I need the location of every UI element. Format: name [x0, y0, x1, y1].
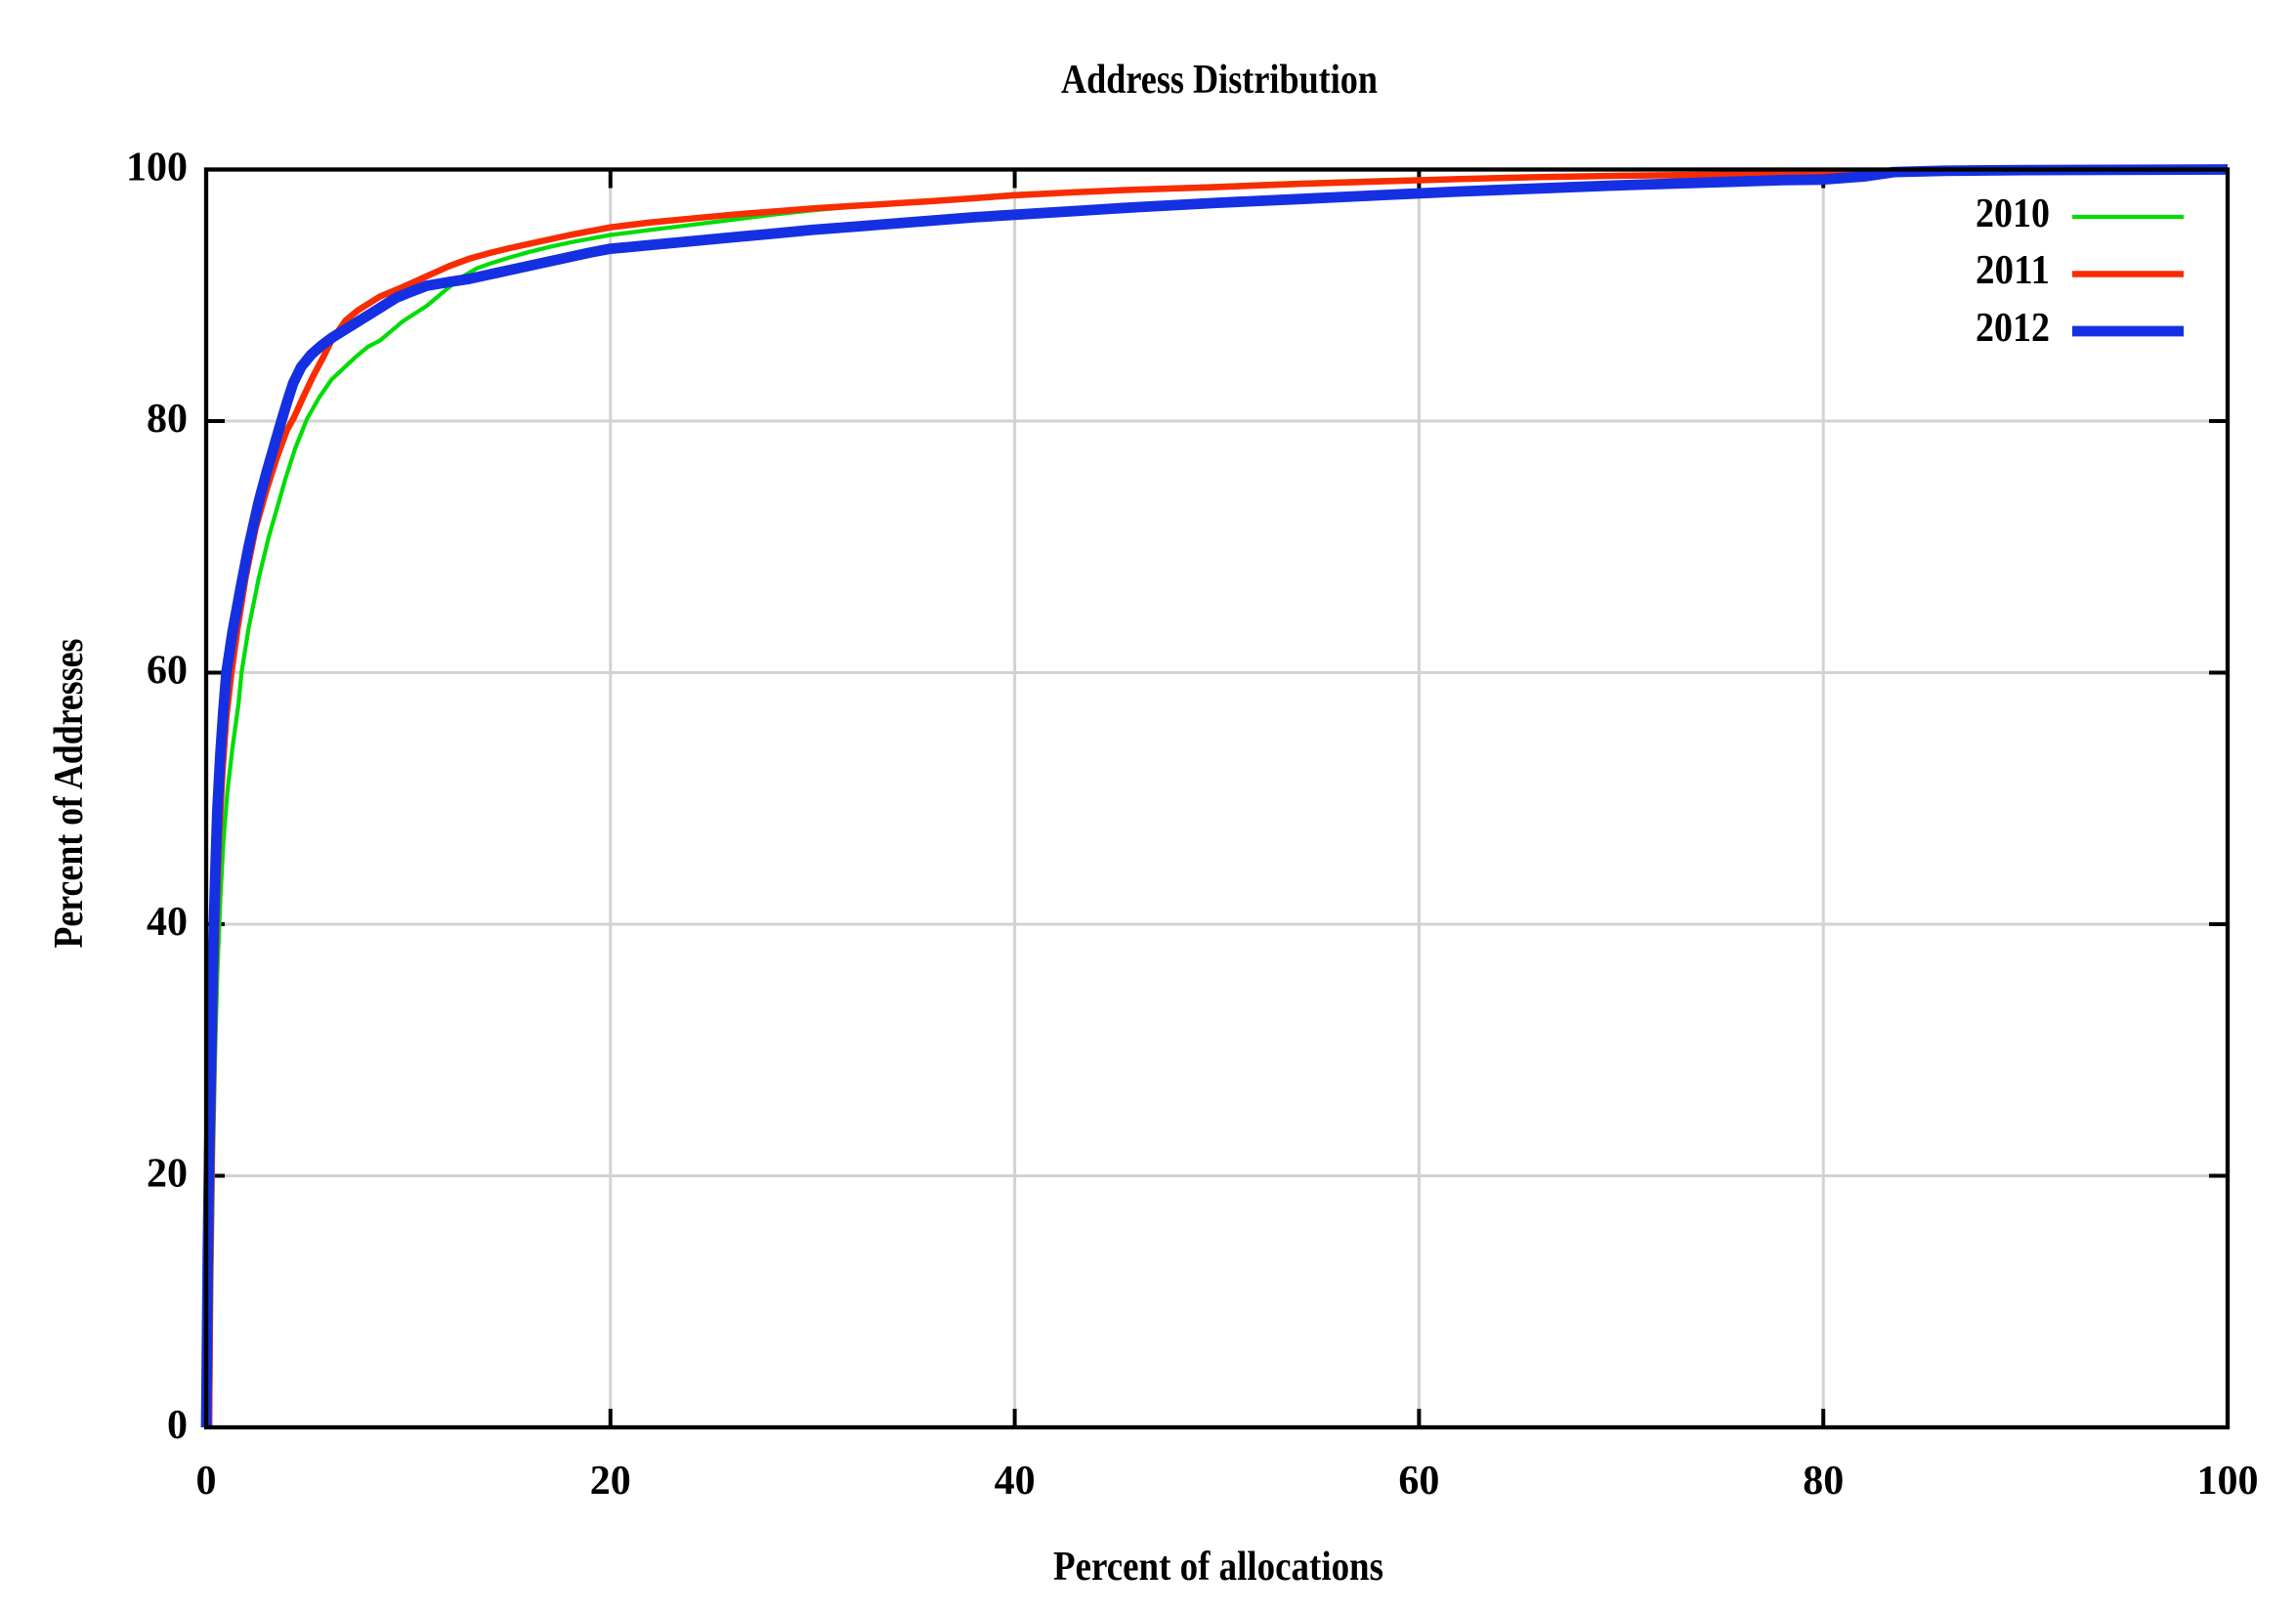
- svg-text:Address Distribution: Address Distribution: [1061, 58, 1378, 103]
- svg-text:Percent of allocations: Percent of allocations: [1053, 1545, 1383, 1590]
- svg-text:80: 80: [1803, 1459, 1844, 1504]
- svg-text:20: 20: [147, 1152, 188, 1197]
- svg-text:100: 100: [126, 146, 188, 191]
- svg-text:60: 60: [1398, 1459, 1439, 1504]
- svg-text:60: 60: [147, 649, 188, 694]
- svg-text:40: 40: [147, 900, 188, 945]
- svg-text:80: 80: [147, 397, 188, 442]
- svg-text:20: 20: [590, 1459, 631, 1504]
- svg-text:0: 0: [167, 1403, 188, 1448]
- svg-text:0: 0: [196, 1459, 217, 1504]
- svg-text:2011: 2011: [1976, 248, 2050, 293]
- svg-text:2012: 2012: [1976, 306, 2050, 351]
- svg-text:100: 100: [2197, 1459, 2259, 1504]
- svg-text:Percent of Addresses: Percent of Addresses: [47, 639, 92, 949]
- svg-text:2010: 2010: [1976, 191, 2050, 236]
- svg-text:40: 40: [995, 1459, 1036, 1504]
